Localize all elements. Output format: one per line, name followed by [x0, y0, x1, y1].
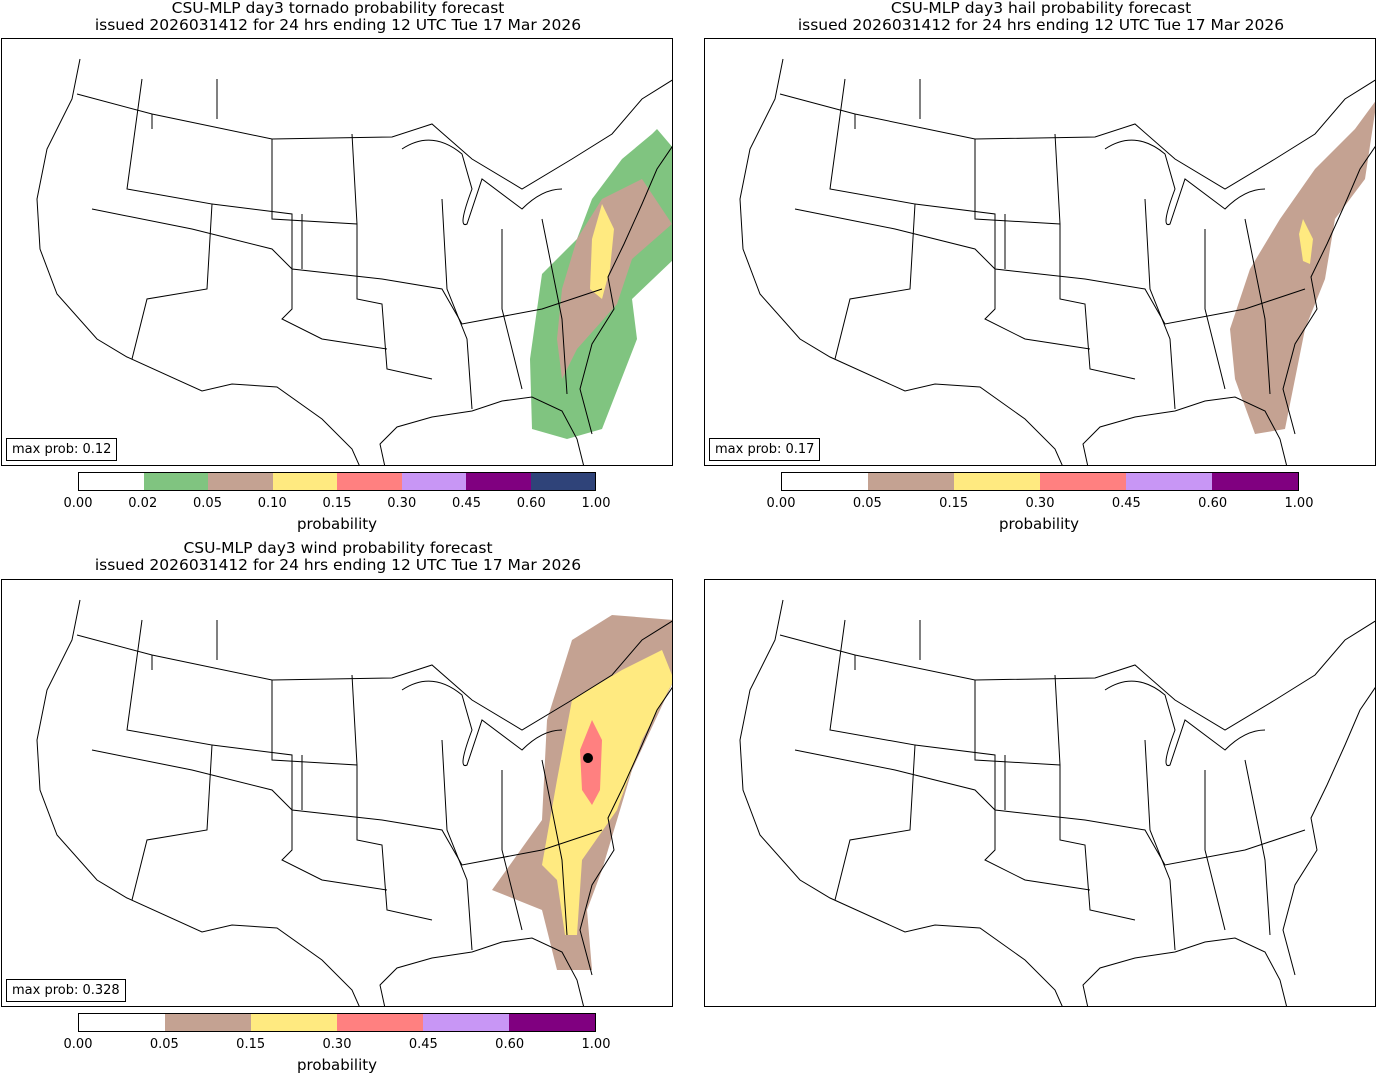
colorbar-tick-label: 0.00 — [63, 1037, 93, 1052]
hail-colorbar — [781, 472, 1299, 491]
colorbar-segment — [509, 1014, 595, 1031]
colorbar-segment — [79, 1014, 165, 1031]
colorbar-tick-label: 0.45 — [452, 496, 481, 511]
wind-colorbar — [78, 1013, 596, 1032]
colorbar-segment — [337, 1014, 423, 1031]
tornado-colorbar — [78, 472, 596, 491]
colorbar-segment — [423, 1014, 509, 1031]
tornado-title: CSU-MLP day3 tornado probability forecas… — [94, 0, 582, 34]
hail-area-0.15 — [1299, 219, 1313, 264]
colorbar-segment — [337, 473, 402, 490]
colorbar-segment — [272, 473, 337, 490]
colorbar-tick-label: 0.00 — [63, 496, 93, 511]
hail-title: CSU-MLP day3 hail probability forecast is… — [797, 0, 1285, 34]
max-prob-box: max prob: 0.17 — [709, 438, 821, 461]
wind-map: max prob: 0.328 — [1, 579, 673, 1007]
hail-colorbar-label: probability — [998, 515, 1080, 533]
colorbar-tick-label: 1.00 — [581, 496, 611, 511]
colorbar-tick-label: 0.60 — [1198, 496, 1228, 511]
colorbar-tick-label: 1.00 — [1284, 496, 1314, 511]
colorbar-tick-label: 0.30 — [1025, 496, 1055, 511]
colorbar-tick-label: 0.05 — [149, 1037, 179, 1052]
colorbar-tick-label: 0.05 — [193, 496, 222, 511]
wind-title: CSU-MLP day3 wind probability forecast is… — [94, 539, 582, 574]
colorbar-segment — [530, 473, 595, 490]
colorbar-segment — [1040, 473, 1126, 490]
colorbar-tick-label: 0.60 — [516, 496, 546, 511]
colorbar-segment — [868, 473, 954, 490]
colorbar-tick-label: 0.00 — [766, 496, 796, 511]
colorbar-segment — [208, 473, 273, 490]
colorbar-tick-label: 0.60 — [495, 1037, 525, 1052]
tornado-colorbar-label: probability — [296, 515, 378, 533]
colorbar-tick-label: 0.15 — [236, 1037, 266, 1052]
colorbar-segment — [954, 473, 1040, 490]
wind-area-0.15 — [542, 650, 672, 935]
tornado-area-0.05 — [557, 179, 672, 379]
colorbar-segment — [165, 1014, 251, 1031]
colorbar-tick-label: 0.30 — [322, 1037, 352, 1052]
colorbar-segment — [1212, 473, 1298, 490]
hail-map: max prob: 0.17 — [704, 38, 1376, 466]
colorbar-segment — [143, 473, 208, 490]
colorbar-tick-label: 0.15 — [939, 496, 969, 511]
colorbar-segment — [79, 473, 144, 490]
blank-map — [704, 579, 1376, 1007]
colorbar-segment — [1126, 473, 1212, 490]
colorbar-tick-label: 0.30 — [387, 496, 417, 511]
max-prob-box: max prob: 0.12 — [6, 438, 118, 461]
tornado-map: max prob: 0.12 — [1, 38, 673, 466]
max-prob-box: max prob: 0.328 — [6, 979, 126, 1002]
colorbar-tick-label: 0.45 — [408, 1037, 438, 1052]
colorbar-tick-label: 0.45 — [1111, 496, 1141, 511]
colorbar-tick-label: 1.00 — [581, 1037, 611, 1052]
colorbar-segment — [401, 473, 466, 490]
colorbar-segment — [251, 1014, 337, 1031]
max-point-marker — [583, 753, 593, 763]
colorbar-segment — [782, 473, 868, 490]
colorbar-tick-label: 0.05 — [852, 496, 882, 511]
colorbar-segment — [466, 473, 531, 490]
colorbar-tick-label: 0.15 — [322, 496, 352, 511]
colorbar-tick-label: 0.02 — [128, 496, 158, 511]
tornado-area-0.10 — [590, 204, 614, 299]
colorbar-tick-label: 0.10 — [257, 496, 287, 511]
wind-area-0.30 — [580, 720, 602, 805]
hail-area-0.05 — [1230, 101, 1375, 434]
wind-colorbar-label: probability — [296, 1056, 378, 1074]
